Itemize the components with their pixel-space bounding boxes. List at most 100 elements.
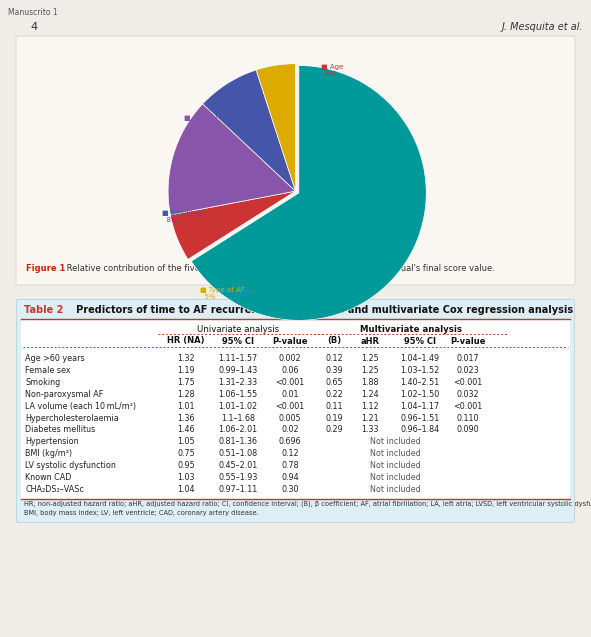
Text: CHA₂DS₂–VASc: CHA₂DS₂–VASc (25, 485, 84, 494)
Text: HR (NA): HR (NA) (167, 336, 204, 345)
Text: 0.005: 0.005 (279, 413, 301, 422)
Text: 0.017: 0.017 (457, 354, 479, 364)
Text: Table 2: Table 2 (24, 305, 63, 315)
Text: 0.75: 0.75 (177, 449, 195, 458)
Text: 0.95: 0.95 (177, 461, 195, 470)
Text: BMI (kg/m²): BMI (kg/m²) (25, 449, 72, 458)
Text: 0.02: 0.02 (281, 426, 299, 434)
FancyBboxPatch shape (17, 299, 574, 522)
Text: ■ LA size
  66%: ■ LA size 66% (385, 210, 418, 223)
Text: 0.090: 0.090 (457, 426, 479, 434)
Text: 0.45–2.01: 0.45–2.01 (219, 461, 258, 470)
Wedge shape (203, 70, 296, 191)
Text: <0.001: <0.001 (275, 402, 304, 411)
Text: 0.55–1.93: 0.55–1.93 (218, 473, 258, 482)
Text: 1.88: 1.88 (361, 378, 379, 387)
Text: 0.01: 0.01 (281, 390, 298, 399)
Text: 1.32: 1.32 (177, 354, 195, 364)
Text: 0.696: 0.696 (279, 437, 301, 447)
Text: 0.19: 0.19 (325, 413, 343, 422)
Text: HR, non-adjusted hazard ratio; aHR, adjusted hazard ratio; CI, confidence interv: HR, non-adjusted hazard ratio; aHR, adju… (24, 500, 591, 516)
Text: 1.40–2.51: 1.40–2.51 (400, 378, 440, 387)
Text: 1.04: 1.04 (177, 485, 195, 494)
Text: Hypercholesterolaemia: Hypercholesterolaemia (25, 413, 119, 422)
Wedge shape (170, 191, 296, 259)
Wedge shape (191, 66, 426, 320)
Text: 0.22: 0.22 (325, 390, 343, 399)
Text: Not included: Not included (369, 461, 420, 470)
Text: 1.1–1.68: 1.1–1.68 (221, 413, 255, 422)
Text: P-value: P-value (272, 336, 308, 345)
Text: 0.51–1.08: 0.51–1.08 (219, 449, 258, 458)
Text: 0.78: 0.78 (281, 461, 299, 470)
FancyBboxPatch shape (16, 36, 575, 285)
Text: ■ Type of AF
  5%: ■ Type of AF 5% (200, 287, 245, 299)
Text: Hypertension: Hypertension (25, 437, 79, 447)
Text: Smoking: Smoking (25, 378, 60, 387)
Text: 1.46: 1.46 (177, 426, 195, 434)
Text: Non-paroxysmal AF: Non-paroxysmal AF (25, 390, 103, 399)
Text: Relative contribution of the five components of the ATLAS score to each individu: Relative contribution of the five compon… (64, 264, 495, 273)
Text: ■ Smoking
  8%: ■ Smoking 8% (162, 210, 201, 223)
Text: 1.24: 1.24 (361, 390, 379, 399)
Text: 1.04–1.49: 1.04–1.49 (401, 354, 440, 364)
Text: 0.110: 0.110 (457, 413, 479, 422)
Bar (21, 319, 570, 499)
Text: 1.28: 1.28 (177, 390, 195, 399)
Text: 0.12: 0.12 (281, 449, 299, 458)
Text: 1.06–1.55: 1.06–1.55 (219, 390, 258, 399)
Text: 0.96–1.84: 0.96–1.84 (401, 426, 440, 434)
Text: 1.12: 1.12 (361, 402, 379, 411)
Text: 0.94: 0.94 (281, 473, 299, 482)
Text: 1.04–1.17: 1.04–1.17 (401, 402, 440, 411)
Text: Univariate analysis: Univariate analysis (197, 324, 279, 334)
Text: 95% CI: 95% CI (222, 336, 254, 345)
Text: 0.023: 0.023 (457, 366, 479, 375)
Text: 4: 4 (30, 22, 37, 32)
Text: 0.29: 0.29 (325, 426, 343, 434)
Text: (B): (B) (327, 336, 341, 345)
Text: 1.05: 1.05 (177, 437, 195, 447)
Text: 0.002: 0.002 (279, 354, 301, 364)
Text: 0.39: 0.39 (325, 366, 343, 375)
Text: ■ Age
  6%: ■ Age 6% (321, 64, 343, 76)
Text: Figure 1: Figure 1 (26, 264, 66, 273)
Text: LA volume (each 10 mL/m²): LA volume (each 10 mL/m²) (25, 402, 136, 411)
Text: 1.01: 1.01 (177, 402, 195, 411)
Text: Not included: Not included (369, 449, 420, 458)
Wedge shape (168, 104, 296, 215)
Text: 1.21: 1.21 (361, 413, 379, 422)
Text: 0.96–1.51: 0.96–1.51 (400, 413, 440, 422)
Text: Known CAD: Known CAD (25, 473, 72, 482)
Text: 1.33: 1.33 (361, 426, 379, 434)
Text: <0.001: <0.001 (275, 378, 304, 387)
Text: <0.001: <0.001 (453, 378, 483, 387)
Text: Not included: Not included (369, 437, 420, 447)
Text: 1.02–1.50: 1.02–1.50 (400, 390, 440, 399)
Text: aHR: aHR (361, 336, 379, 345)
Text: 0.12: 0.12 (325, 354, 343, 364)
Text: 1.01–1.02: 1.01–1.02 (219, 402, 258, 411)
Text: 0.11: 0.11 (325, 402, 343, 411)
Text: Multivariate analysis: Multivariate analysis (360, 324, 462, 334)
Text: 1.25: 1.25 (361, 366, 379, 375)
Wedge shape (256, 64, 296, 191)
Text: 0.65: 0.65 (325, 378, 343, 387)
Text: 0.99–1.43: 0.99–1.43 (219, 366, 258, 375)
Text: 1.03–1.52: 1.03–1.52 (400, 366, 440, 375)
Text: 0.81–1.36: 0.81–1.36 (219, 437, 258, 447)
Text: 0.30: 0.30 (281, 485, 298, 494)
Text: ■ Gender
  15%: ■ Gender 15% (184, 115, 219, 127)
Text: Female sex: Female sex (25, 366, 71, 375)
Text: 1.75: 1.75 (177, 378, 195, 387)
Text: Predictors of time to AF recurrence in univariate and multivariate Cox regressio: Predictors of time to AF recurrence in u… (66, 305, 573, 315)
Text: 1.19: 1.19 (177, 366, 195, 375)
Text: 0.97–1.11: 0.97–1.11 (219, 485, 258, 494)
Text: 1.11–1.57: 1.11–1.57 (219, 354, 258, 364)
Text: 95% CI: 95% CI (404, 336, 436, 345)
Text: Diabetes mellitus: Diabetes mellitus (25, 426, 95, 434)
Text: Manuscrito 1: Manuscrito 1 (8, 8, 58, 17)
Text: 1.03: 1.03 (177, 473, 195, 482)
Text: LV systolic dysfunction: LV systolic dysfunction (25, 461, 116, 470)
Text: 1.25: 1.25 (361, 354, 379, 364)
